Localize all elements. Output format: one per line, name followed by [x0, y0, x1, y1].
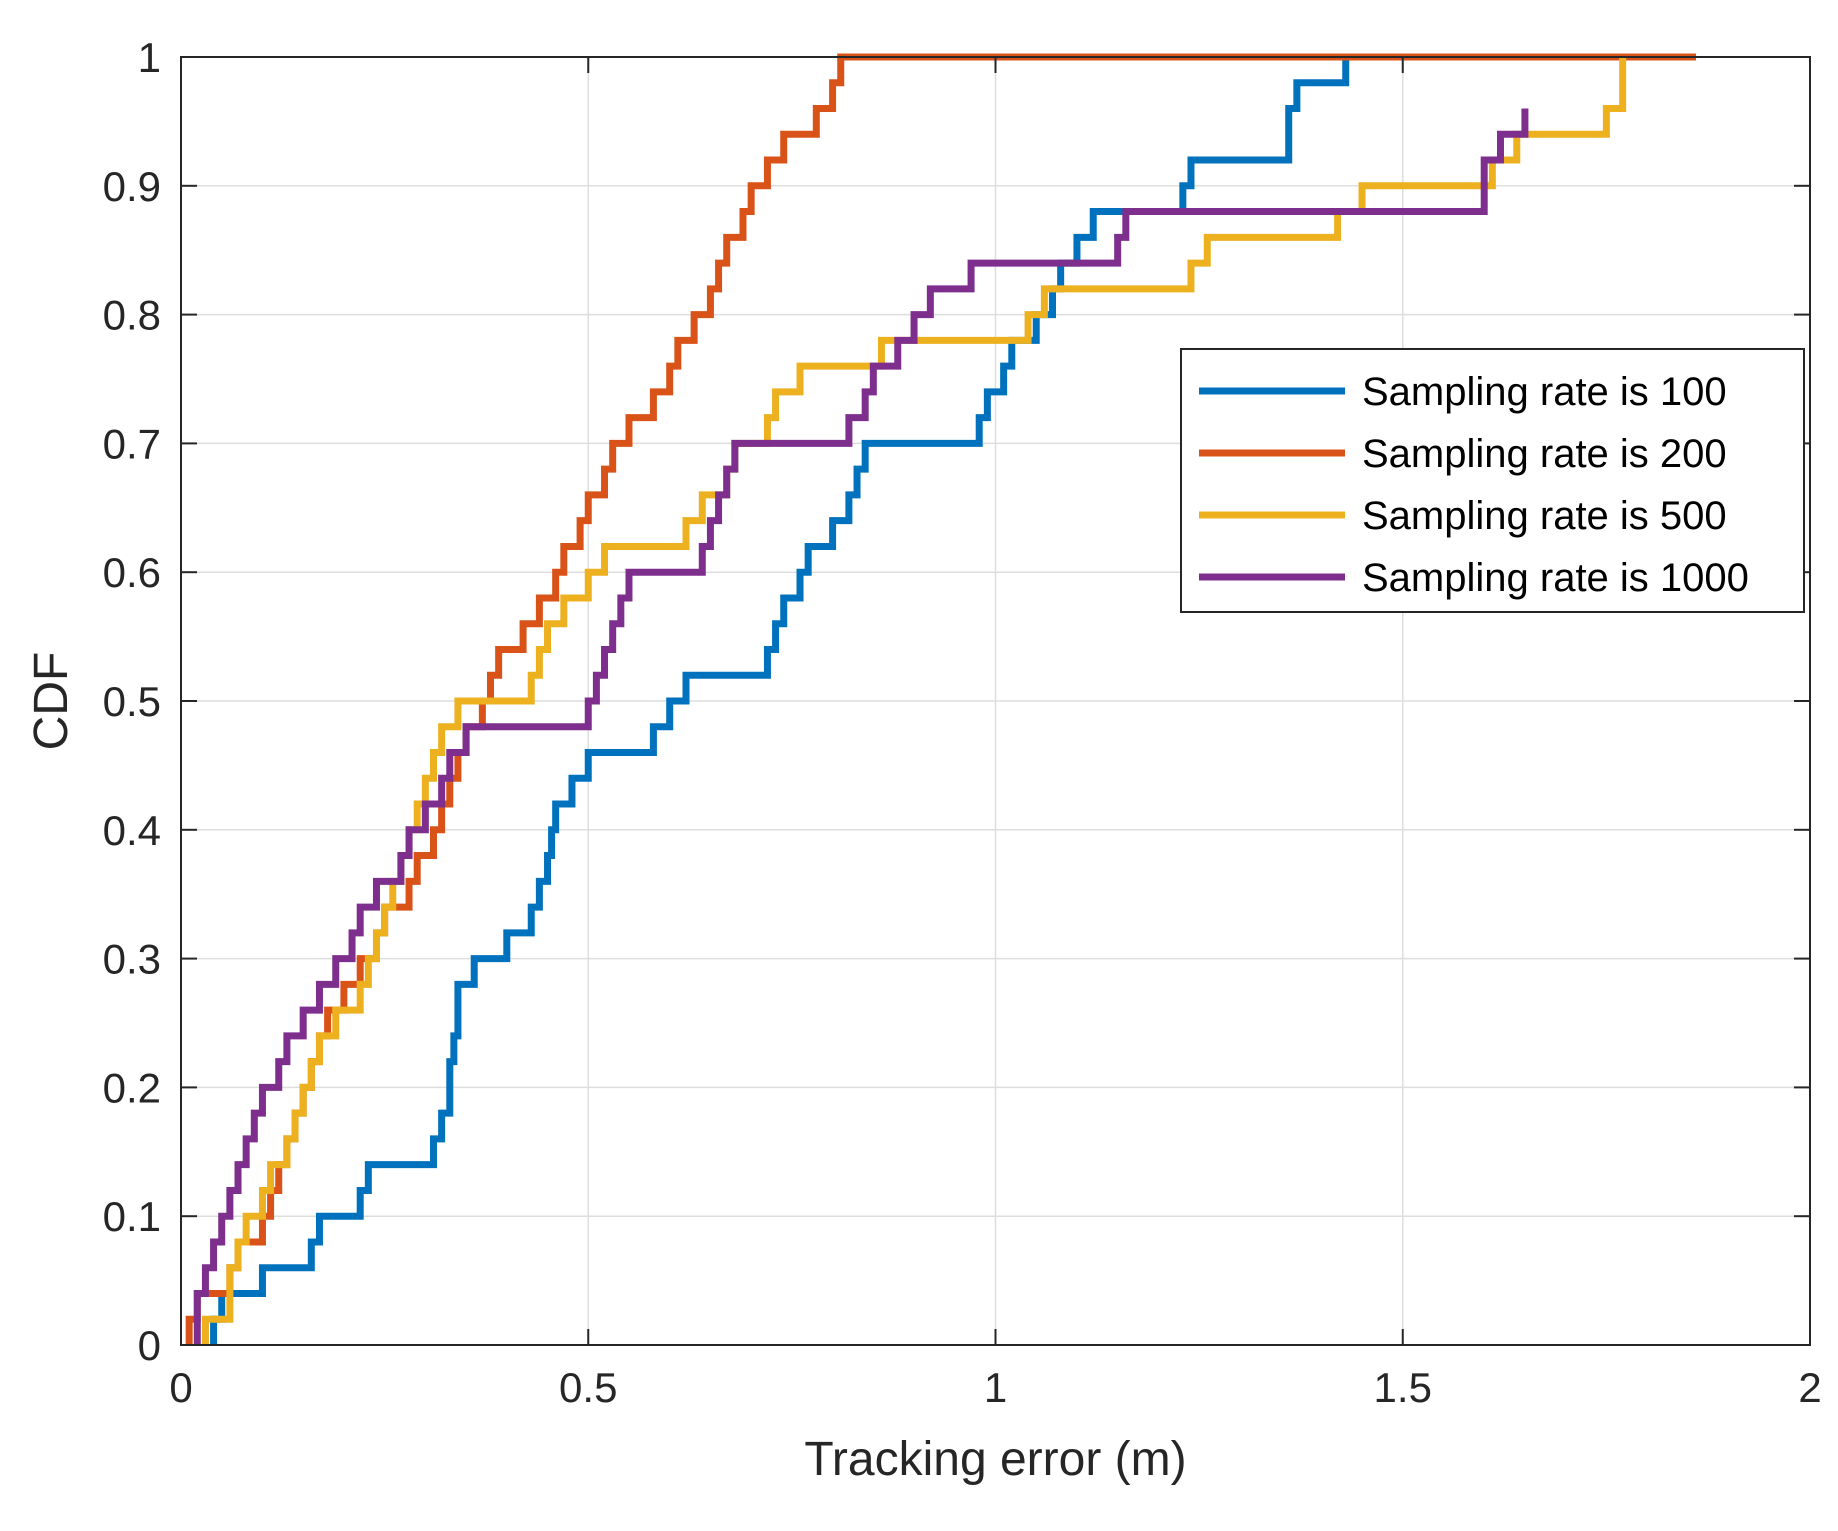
y-tick-label: 0.2 [103, 1064, 161, 1111]
y-tick-label: 0.6 [103, 549, 161, 596]
x-axis-label: Tracking error (m) [804, 1433, 1186, 1486]
series-line-4 [193, 108, 1529, 1345]
legend-label: Sampling rate is 500 [1362, 494, 1727, 538]
legend-label: Sampling rate is 200 [1362, 432, 1727, 476]
x-tick-label: 0 [169, 1364, 192, 1411]
legend-entry: Sampling rate is 200 [1199, 432, 1727, 476]
y-tick-label: 0.8 [103, 292, 161, 339]
y-tick-label: 0 [138, 1322, 161, 1369]
legend: Sampling rate is 100 Sampling rate is 200… [1180, 348, 1805, 613]
legend-entry: Sampling rate is 500 [1199, 494, 1727, 538]
y-tick-label: 1 [138, 34, 161, 81]
legend-entry: Sampling rate is 100 [1199, 370, 1727, 414]
y-tick-label: 0.3 [103, 936, 161, 983]
x-tick-label: 0.5 [559, 1364, 617, 1411]
y-tick-label: 0.9 [103, 163, 161, 210]
series-line-3 [201, 57, 1627, 1345]
x-tick-label: 2 [1798, 1364, 1821, 1411]
y-tick-labels: 0 0.1 0.2 0.3 0.4 0.5 0.6 0.7 0.8 0.9 1 [103, 34, 161, 1369]
series-line-1 [210, 53, 1542, 1345]
y-tick-label: 0.1 [103, 1193, 161, 1240]
x-tick-label: 1 [984, 1364, 1007, 1411]
y-tick-label: 0.4 [103, 807, 161, 854]
legend-entry: Sampling rate is 1000 [1199, 556, 1749, 600]
legend-label: Sampling rate is 100 [1362, 370, 1727, 414]
y-tick-label: 0.7 [103, 420, 161, 467]
y-axis-label: CDF [25, 652, 78, 751]
tick-marks [180, 56, 1811, 1346]
x-tick-labels: 0 0.5 1 1.5 2 [169, 1364, 1821, 1411]
legend-label: Sampling rate is 1000 [1362, 556, 1749, 600]
y-tick-label: 0.5 [103, 678, 161, 725]
x-tick-label: 1.5 [1374, 1364, 1432, 1411]
